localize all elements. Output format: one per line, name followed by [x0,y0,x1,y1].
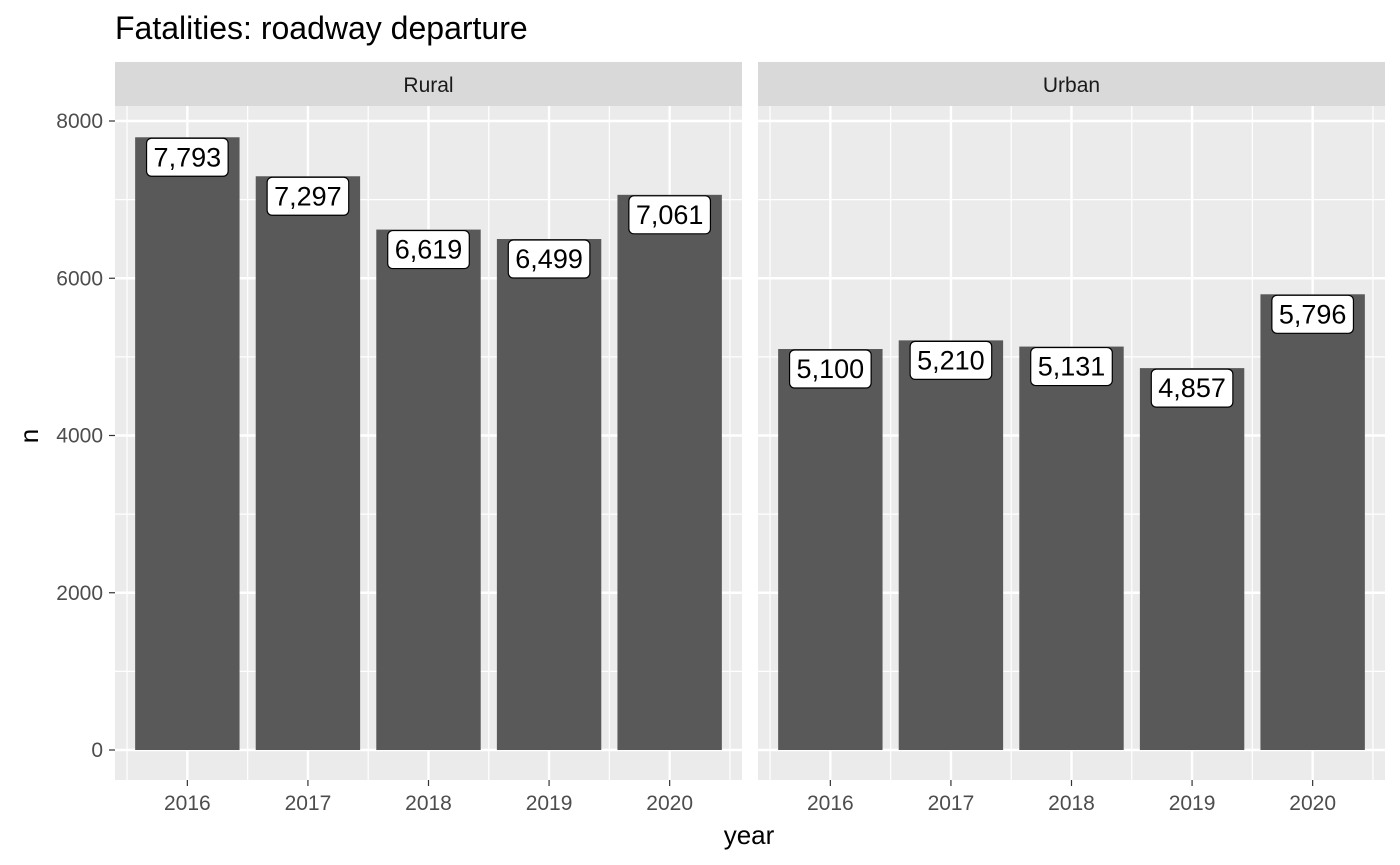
x-tick-label: 2016 [164,792,211,815]
data-label: 5,131 [1038,352,1106,382]
facet-strip-label: Urban [1043,74,1100,97]
data-label-box [1150,368,1234,408]
data-label-box [1271,294,1355,334]
facet-panel-rural: Rural 7,793 7,297 6,619 6,499 7,061 2016 2017 20… [115,62,742,815]
bar [496,239,602,751]
x-tick-label: 2018 [1048,792,1095,815]
bar [1139,368,1245,750]
data-label-box [909,340,993,380]
bar [778,349,883,750]
x-tick-label: 2020 [1289,792,1336,815]
data-label-box [507,239,591,279]
facet-panel-urban: Urban 5,100 5,210 5,131 4,857 5,796 2016 2017 20… [758,62,1385,815]
y-tick-label: 6000 [56,267,103,290]
data-label: 7,793 [154,142,222,172]
data-label-box [628,195,712,235]
data-label: 7,297 [274,181,342,211]
x-axis-label: year [724,820,775,850]
data-label-box [1030,346,1113,387]
bar [255,176,361,750]
data-label: 5,210 [917,345,985,375]
bar [1019,346,1124,750]
data-label: 7,061 [636,200,704,230]
chart-title: Fatalities: roadway departure [115,10,528,46]
data-label: 6,619 [395,235,463,265]
facet-panels: Rural 7,793 7,297 6,619 6,499 7,061 2016 2017 20… [56,62,1385,815]
data-label-box [387,229,470,270]
data-label: 5,100 [797,354,865,384]
data-label-box [266,176,350,216]
bar [376,229,481,751]
y-axis-label: n [14,429,44,443]
x-tick-label: 2017 [928,792,975,815]
x-tick-label: 2020 [646,792,693,815]
y-tick-label: 0 [91,739,103,762]
x-tick-label: 2019 [526,792,573,815]
y-tick-label: 2000 [56,582,103,605]
bar [1260,294,1365,750]
bar [617,194,722,751]
bar [898,340,1004,750]
data-label-box [788,349,872,389]
data-label: 6,499 [515,244,583,274]
x-tick-label: 2017 [285,792,332,815]
data-label-box [145,137,229,177]
x-tick-label: 2016 [807,792,854,815]
data-label: 4,857 [1158,373,1226,403]
y-tick-label: 8000 [56,110,103,133]
bar [135,137,240,750]
facet-strip [115,62,742,106]
y-tick-label: 4000 [56,425,103,448]
data-label: 5,796 [1279,299,1347,329]
x-tick-label: 2019 [1169,792,1216,815]
y-axis: 0 2000 4000 6000 8000 [56,110,115,762]
facet-strip [758,62,1385,106]
facet-strip-label: Rural [403,74,453,97]
x-tick-label: 2018 [405,792,452,815]
